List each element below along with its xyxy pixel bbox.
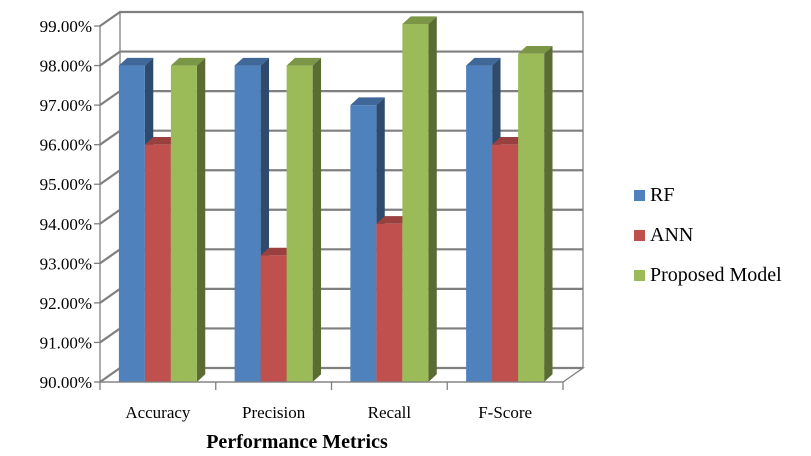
x-tick-label: Accuracy (125, 403, 191, 422)
y-tick-label: 98.00% (40, 57, 92, 76)
y-tick-label: 91.00% (40, 333, 92, 352)
y-tick-label: 92.00% (40, 294, 92, 313)
y-tick-label: 93.00% (40, 254, 92, 273)
legend-label: Proposed Model (650, 264, 782, 286)
y-tick-label: 95.00% (40, 175, 92, 194)
y-tick-label: 96.00% (40, 136, 92, 155)
legend-label: RF (650, 184, 674, 206)
x-tick-label: F-Score (478, 403, 532, 422)
gridline (99, 50, 583, 67)
legend-swatch (634, 190, 645, 201)
y-axis-ticks: 90.00% 91.00% 92.00% 93.00% 94.00% 95.00% 96.0… (40, 17, 100, 392)
bar-proposed-model-accuracy (170, 57, 206, 383)
legend-label: ANN (650, 224, 693, 246)
legend-swatch (634, 270, 645, 281)
gridline (99, 10, 583, 27)
y-tick-label: 90.00% (40, 373, 92, 392)
x-tick-label: Precision (242, 403, 306, 422)
x-tick-label: Recall (368, 403, 412, 422)
bar-proposed-model-f-score (518, 45, 553, 382)
y-tick-label: 94.00% (40, 215, 92, 234)
x-axis-ticks: Accuracy Precision Recall F-Score (99, 381, 564, 422)
bars (118, 16, 553, 383)
bar-rf-precision (234, 57, 270, 383)
legend-swatch (634, 230, 645, 241)
x-axis-title: Performance Metrics (206, 431, 388, 453)
bar-proposed-model-recall (402, 16, 437, 383)
bar-proposed-model-precision (286, 57, 322, 383)
y-tick-label: 97.00% (40, 96, 92, 115)
legend: RF ANN Proposed Model (634, 184, 782, 286)
side-wall (99, 10, 121, 384)
y-tick-label: 99.00% (40, 17, 92, 36)
